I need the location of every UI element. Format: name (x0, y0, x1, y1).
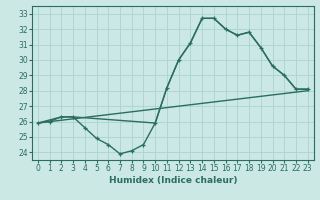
X-axis label: Humidex (Indice chaleur): Humidex (Indice chaleur) (108, 176, 237, 185)
